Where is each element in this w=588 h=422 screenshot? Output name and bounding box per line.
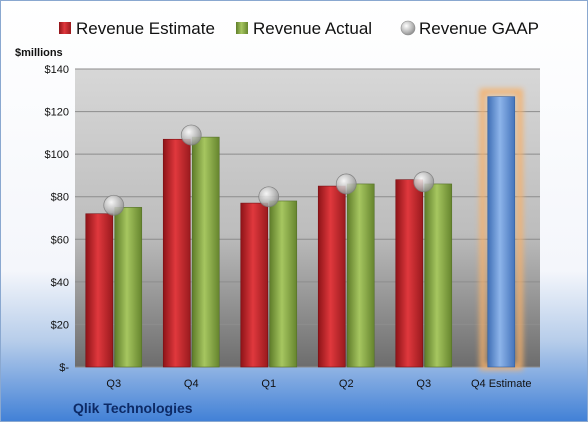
y-tick-label: $60 — [51, 234, 69, 246]
revenue-actual-bar — [346, 183, 375, 368]
company-name: Qlik Technologies — [73, 400, 193, 416]
y-tick-label: $20 — [51, 319, 69, 331]
legend-revenue-gaap: Revenue GAAP — [400, 19, 539, 38]
y-tick-label: $120 — [45, 107, 69, 119]
legend-revenue-actual: Revenue Actual — [236, 19, 372, 38]
legend-label: Revenue GAAP — [419, 19, 539, 38]
revenue-actual-bar — [114, 207, 143, 368]
revenue-actual-bar — [269, 200, 298, 368]
legend-label: Revenue Actual — [253, 19, 372, 38]
x-tick-label: Q3 — [416, 378, 431, 390]
revenue-actual-bar — [424, 183, 453, 368]
y-tick-label: $40 — [51, 277, 69, 289]
legend-swatch — [59, 22, 71, 34]
revenue-gaap-marker — [258, 186, 280, 208]
x-tick-label: Q1 — [261, 378, 276, 390]
y-tick-label: $140 — [45, 64, 69, 76]
legend-swatch — [236, 22, 248, 34]
x-tick-label: Q3 — [106, 378, 121, 390]
revenue-estimate-bar — [395, 179, 424, 368]
revenue-gaap-marker — [335, 173, 357, 195]
q4-estimate-bar — [487, 96, 516, 368]
y-tick-label: $- — [59, 362, 69, 374]
revenue-gaap-marker — [180, 124, 202, 146]
legend-revenue-estimate: Revenue Estimate — [59, 19, 215, 38]
revenue-estimate-bar — [240, 202, 269, 368]
plot-area — [75, 69, 540, 367]
x-tick-label: Q4 Estimate — [471, 378, 532, 390]
revenue-estimate-bar — [85, 213, 114, 368]
y-axis-unit-label: $millions — [15, 47, 63, 59]
x-tick-label: Q4 — [184, 378, 199, 390]
y-tick-label: $100 — [45, 149, 69, 161]
revenue-actual-bar — [191, 136, 220, 368]
legend-swatch — [400, 20, 416, 36]
revenue-estimate-bar — [317, 185, 346, 368]
y-tick-label: $80 — [51, 192, 69, 204]
revenue-gaap-marker — [413, 171, 435, 193]
revenue-gaap-marker — [103, 194, 125, 216]
revenue-estimate-bar — [162, 138, 191, 368]
x-tick-label: Q2 — [339, 378, 354, 390]
legend-label: Revenue Estimate — [76, 19, 215, 38]
